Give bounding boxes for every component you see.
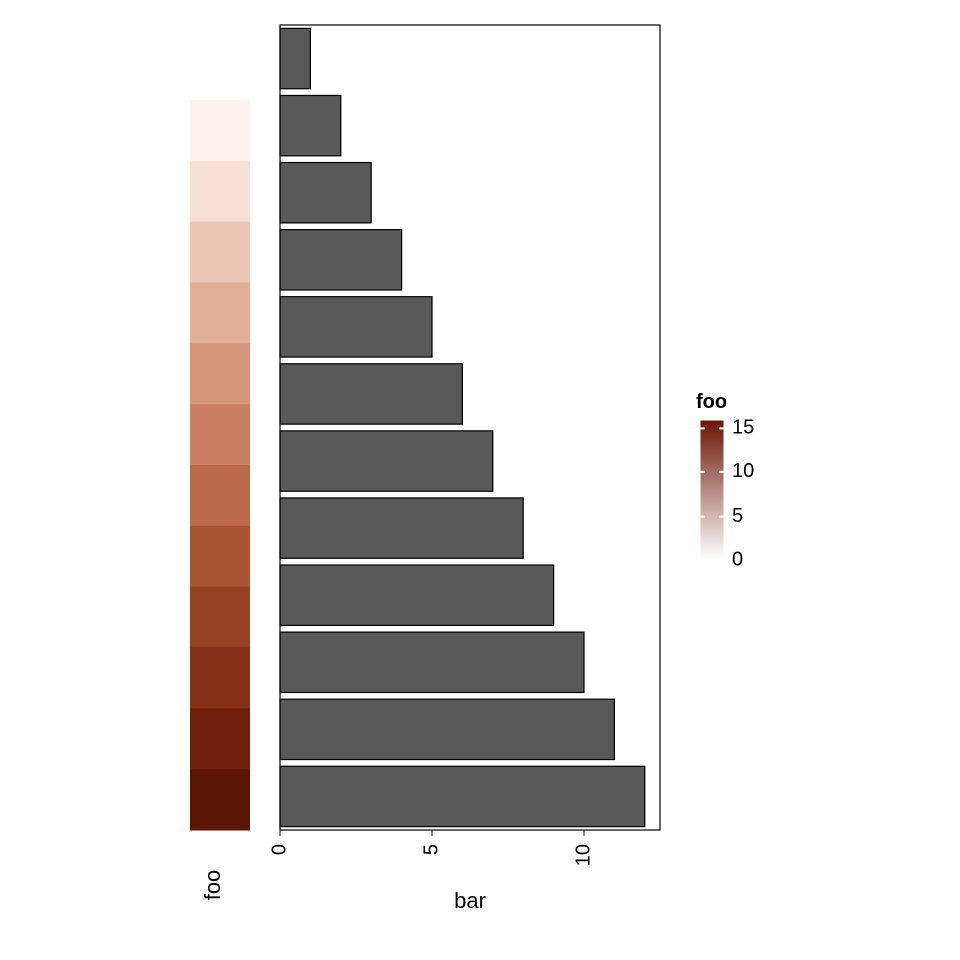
- legend-tick-label: 15: [732, 417, 754, 439]
- bar: [280, 699, 614, 759]
- legend-tick-label: 5: [732, 505, 743, 527]
- x-tick-label: 5: [420, 844, 442, 855]
- bar: [280, 28, 310, 88]
- y-strip-cell: [190, 161, 250, 222]
- x-tick-label: 10: [572, 844, 594, 866]
- x-axis-label: bar: [454, 888, 486, 913]
- legend-title: foo: [696, 391, 727, 413]
- color-legend: foo15 10 5 0: [696, 391, 754, 570]
- legend-tick-label: 10: [732, 460, 754, 482]
- bar: [280, 230, 402, 290]
- bar: [280, 364, 462, 424]
- y-strip-cell: [190, 283, 250, 344]
- x-tick-label: 0: [268, 844, 290, 855]
- bar: [280, 95, 341, 155]
- y-strip-cell: [190, 404, 250, 465]
- y-axis-label: foo: [200, 870, 225, 901]
- bar: [280, 565, 554, 625]
- bar: [280, 297, 432, 357]
- y-strip-cell: [190, 343, 250, 404]
- bar: [280, 431, 493, 491]
- y-strip-cell: [190, 769, 250, 830]
- bar: [280, 766, 645, 826]
- y-strip-cell: [190, 222, 250, 283]
- y-strip-cell: [190, 648, 250, 709]
- y-strip-cell: [190, 526, 250, 587]
- bar: [280, 498, 523, 558]
- y-color-strip: foo: [190, 100, 250, 900]
- legend-colorbar: [700, 420, 724, 560]
- legend-tick-label: 0: [732, 548, 743, 570]
- y-strip-cell: [190, 465, 250, 526]
- bar: [280, 632, 584, 692]
- y-strip-cell: [190, 708, 250, 769]
- y-strip-cell: [190, 100, 250, 161]
- bar-chart: 0 5 10 bar: [268, 25, 660, 913]
- bar: [280, 163, 371, 223]
- y-strip-cell: [190, 587, 250, 648]
